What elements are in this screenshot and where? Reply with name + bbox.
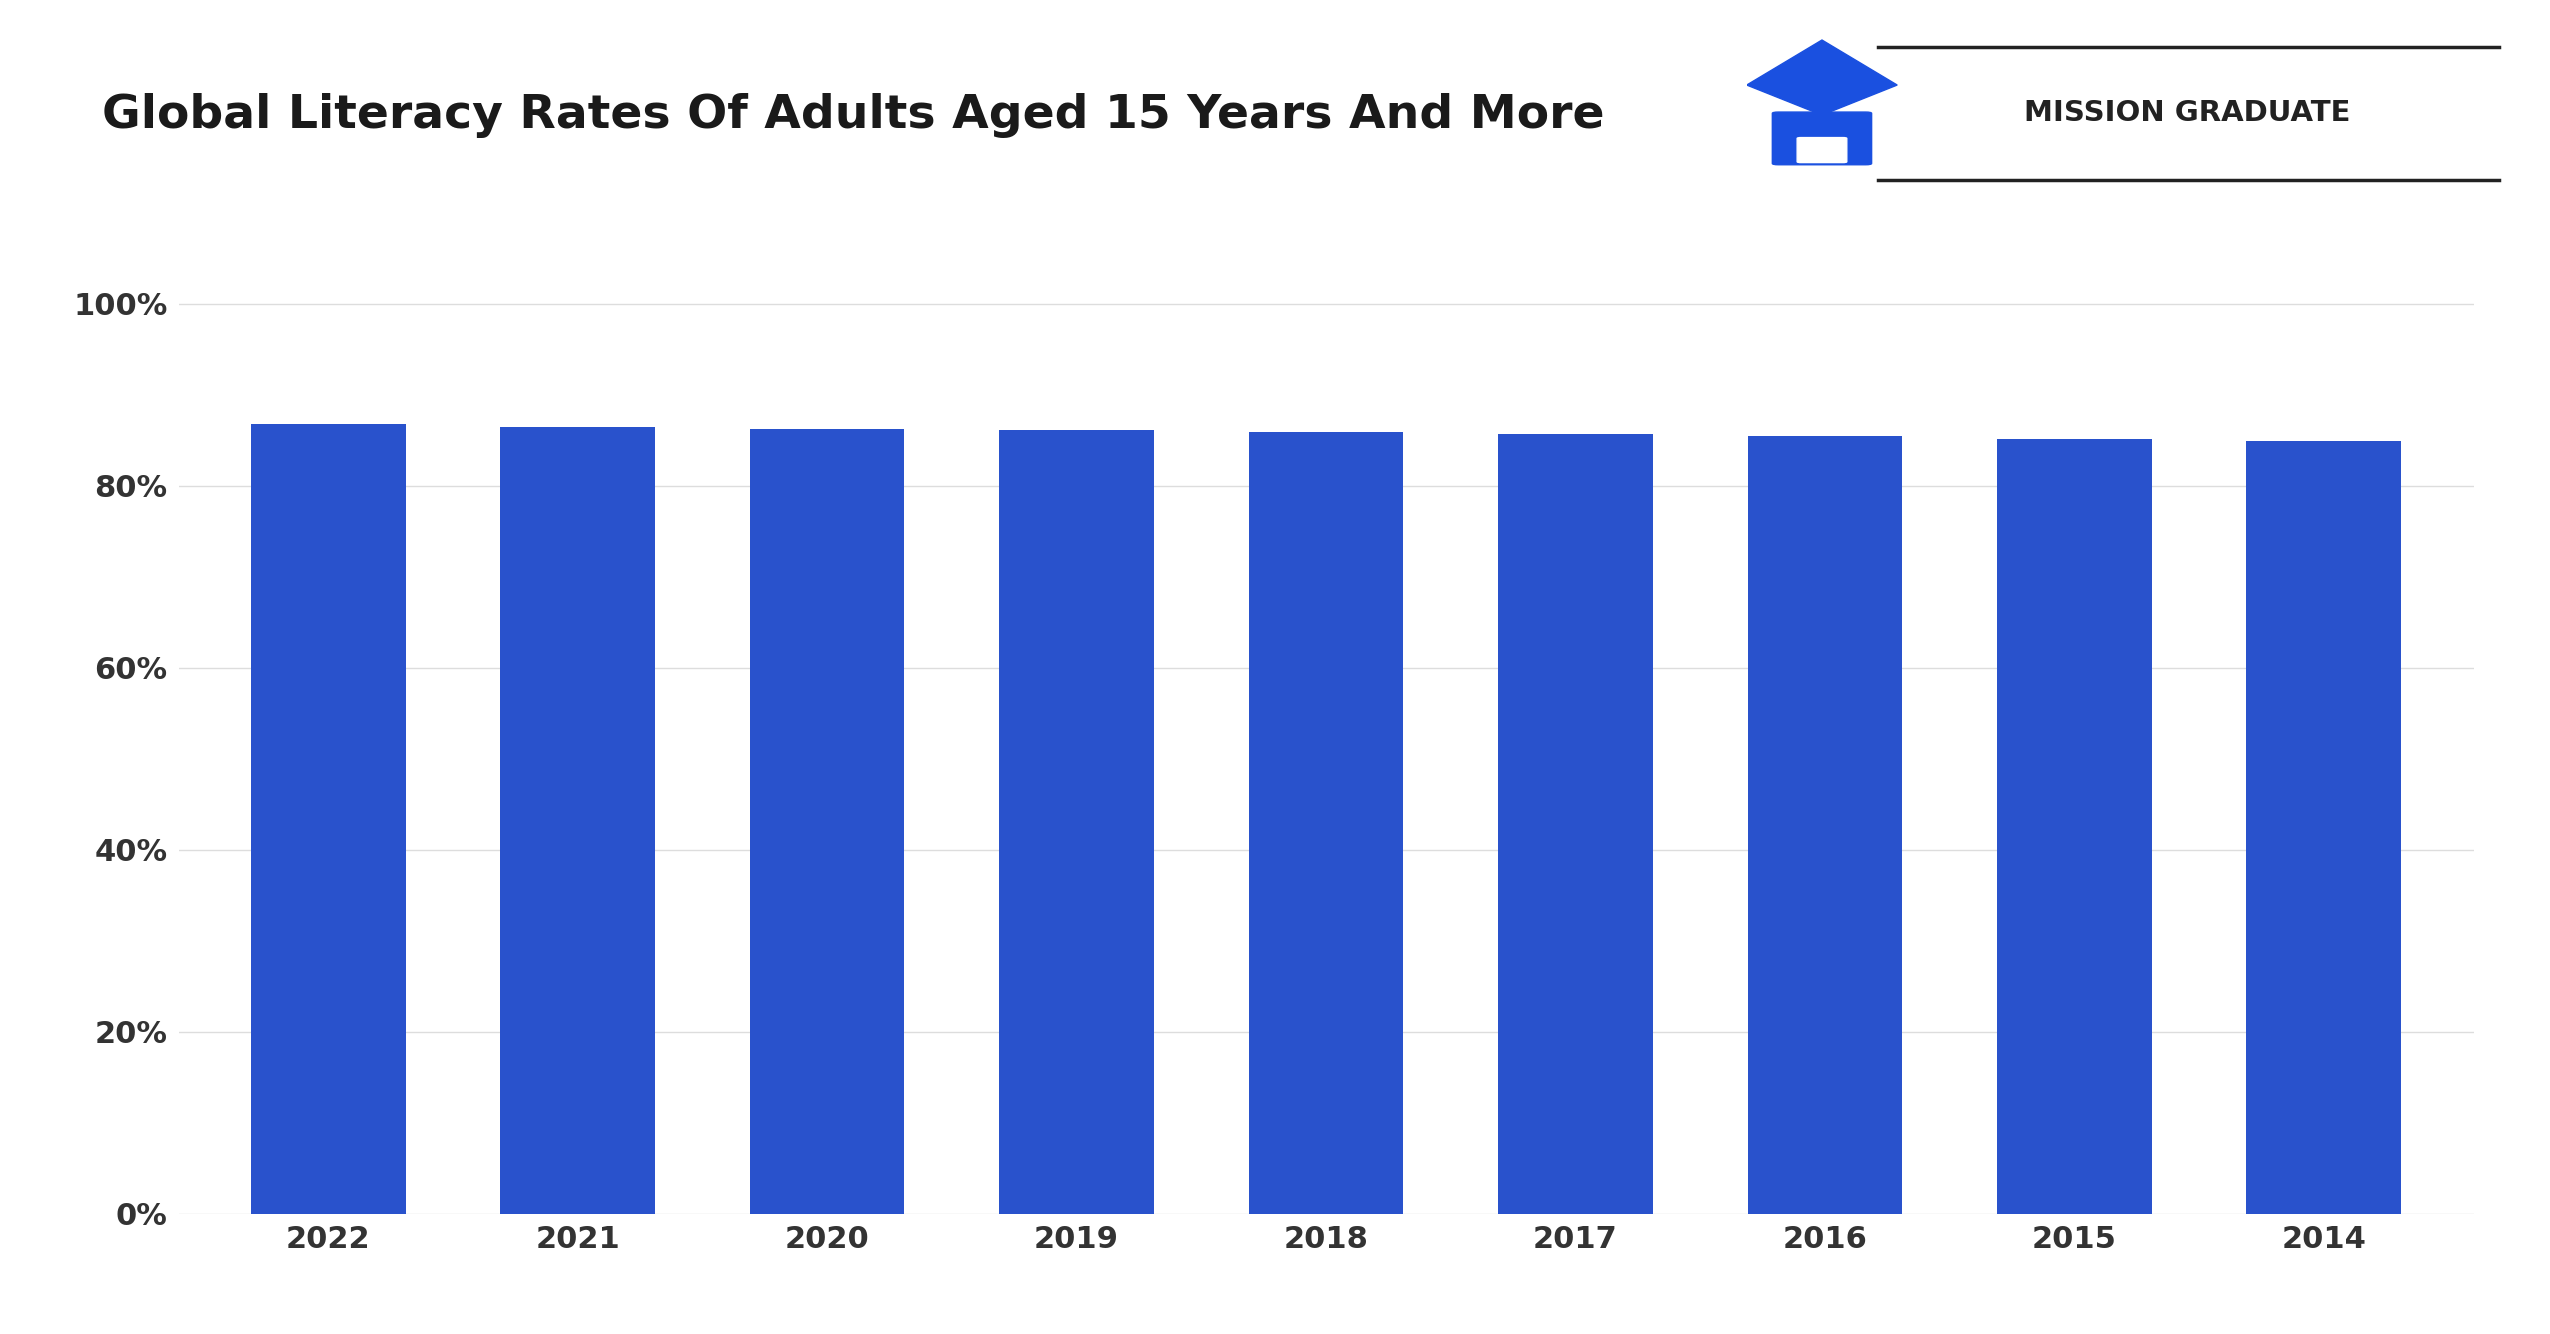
Bar <box>250 424 405 1214</box>
Bar <box>1000 431 1155 1214</box>
Bar <box>500 427 655 1214</box>
Bar <box>750 428 905 1214</box>
Bar <box>1499 434 1652 1214</box>
Polygon shape <box>1747 40 1897 115</box>
Bar <box>1747 436 1902 1214</box>
FancyBboxPatch shape <box>1798 137 1846 163</box>
Bar <box>1997 439 2152 1214</box>
FancyBboxPatch shape <box>1772 112 1872 165</box>
Bar <box>1250 432 1403 1214</box>
Text: Global Literacy Rates Of Adults Aged 15 Years And More: Global Literacy Rates Of Adults Aged 15 … <box>102 93 1604 139</box>
Bar <box>2247 442 2402 1214</box>
Text: MISSION GRADUATE: MISSION GRADUATE <box>2025 100 2351 127</box>
